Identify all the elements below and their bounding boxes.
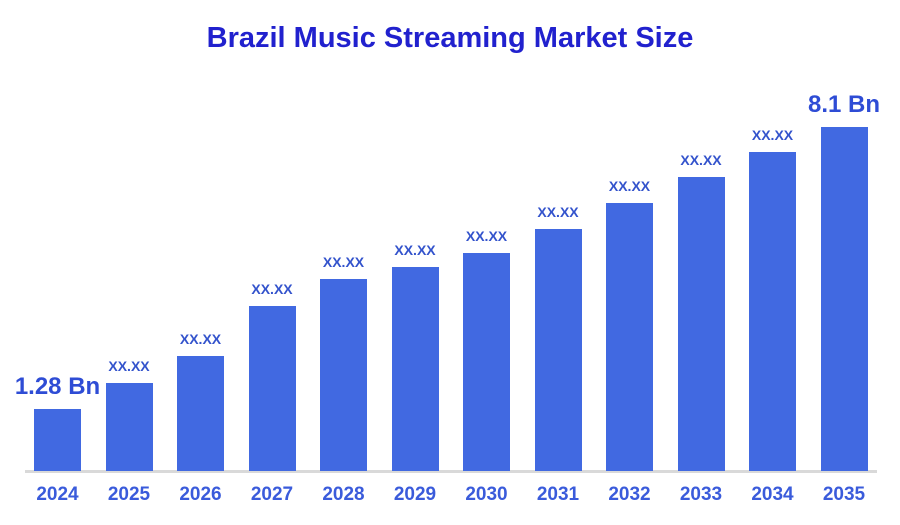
value-label-2026: XX.XX xyxy=(179,331,222,347)
bar-2035 xyxy=(820,127,868,471)
value-label-2024: 1.28 Bn xyxy=(14,373,101,400)
value-label-2030: XX.XX xyxy=(465,228,508,244)
value-label-2025: XX.XX xyxy=(108,358,150,374)
chart-title: Brazil Music Streaming Market Size xyxy=(206,22,694,54)
x-tick-2032: 2032 xyxy=(608,484,651,505)
x-tick-2030: 2030 xyxy=(465,484,508,505)
value-label-2032: XX.XX xyxy=(608,178,651,194)
bar-2028 xyxy=(320,279,367,471)
bar-2030 xyxy=(463,253,510,471)
value-label-2033: XX.XX xyxy=(680,152,722,168)
bar-2029 xyxy=(391,267,439,471)
value-label-2028: XX.XX xyxy=(322,254,365,270)
value-label-2027: XX.XX xyxy=(251,281,293,297)
x-tick-2033: 2033 xyxy=(679,484,723,505)
bar-2033 xyxy=(677,177,725,471)
x-tick-2025: 2025 xyxy=(107,484,151,505)
x-tick-2031: 2031 xyxy=(536,484,580,505)
x-tick-2034: 2034 xyxy=(751,484,794,505)
bar-2032 xyxy=(606,203,653,471)
value-label-2034: XX.XX xyxy=(751,127,794,143)
x-tick-2026: 2026 xyxy=(179,484,222,505)
x-axis-line xyxy=(25,470,877,473)
bar-2034 xyxy=(749,152,796,471)
x-tick-2024: 2024 xyxy=(36,484,79,505)
x-tick-2027: 2027 xyxy=(250,484,294,505)
x-tick-2035: 2035 xyxy=(822,484,866,505)
value-label-2029: XX.XX xyxy=(394,242,436,258)
bar-2024 xyxy=(34,409,81,471)
x-tick-2028: 2028 xyxy=(322,484,365,505)
value-label-2031: XX.XX xyxy=(537,204,579,220)
bar-2026 xyxy=(177,356,224,471)
bar-2031 xyxy=(534,229,582,471)
bar-2027 xyxy=(248,306,296,471)
bar-2025 xyxy=(105,383,153,471)
x-tick-2029: 2029 xyxy=(393,484,437,505)
value-label-2035: 8.1 Bn xyxy=(807,91,881,118)
